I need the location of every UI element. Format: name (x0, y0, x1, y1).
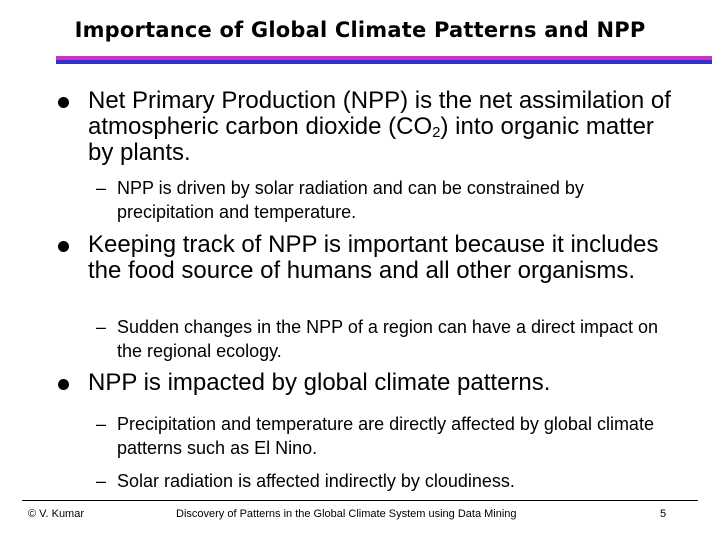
bullet-1-subbullet-1: NPP is driven by solar radiation and can… (117, 178, 584, 222)
bullet-3-subbullet-1: Precipitation and temperature are direct… (117, 414, 654, 458)
bullet-1-text-part-2: ) into organic matter by plants. (88, 113, 654, 166)
bullet-3-text: NPP is impacted by global climate patter… (88, 369, 551, 396)
bullet-2-text: Keeping track of NPP is important becaus… (88, 231, 659, 284)
footer-presentation-title: Discovery of Patterns in the Global Clim… (176, 508, 517, 520)
bullet-2-subbullet-1: Sudden changes in the NPP of a region ca… (117, 317, 659, 361)
footer-page-number: 5 (660, 508, 667, 520)
title-rule-magenta (56, 56, 712, 60)
bullet-1-text-part-1: Net Primary Production (NPP) is the net … (88, 87, 671, 140)
dash-icon: – (96, 471, 107, 491)
dash-icon: – (96, 178, 107, 198)
bullet-1-text: Net Primary Production (NPP) is the net … (88, 88, 678, 166)
bullet-dot-icon (58, 379, 69, 390)
title-rule-blue (56, 60, 712, 64)
footer-divider (22, 500, 698, 501)
co2-subscript: 2 (432, 124, 441, 141)
dash-icon: – (96, 317, 107, 337)
bullet-dot-icon (58, 97, 69, 108)
dash-icon: – (96, 414, 107, 434)
bullet-dot-icon (58, 241, 69, 252)
footer-author: © V. Kumar (28, 508, 84, 520)
slide-title: Importance of Global Climate Patterns an… (74, 18, 646, 42)
bullet-3-subbullet-2: Solar radiation is affected indirectly b… (117, 471, 515, 491)
